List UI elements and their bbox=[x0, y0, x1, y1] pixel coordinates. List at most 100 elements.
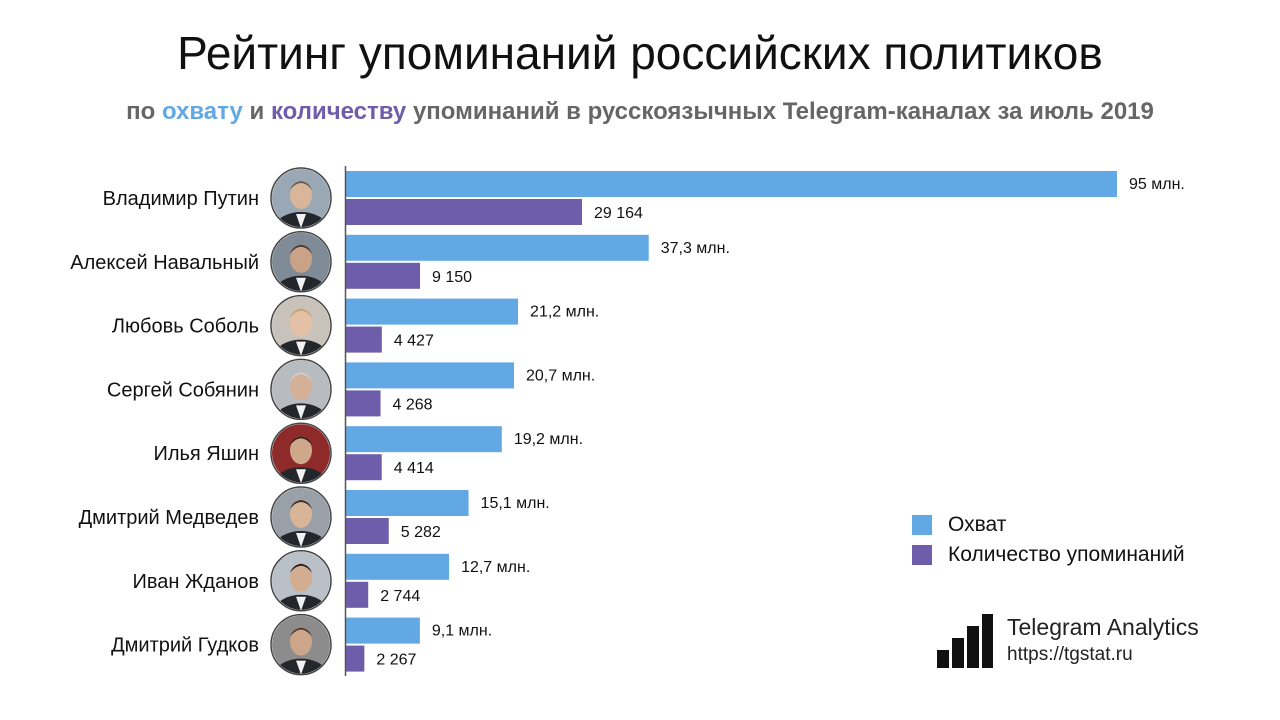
chart-subtitle: по охвату и количеству упоминаний в русс… bbox=[0, 98, 1280, 126]
politician-avatar bbox=[270, 422, 332, 484]
legend-label-count: Количество упоминаний bbox=[948, 543, 1185, 566]
politician-avatar bbox=[270, 486, 332, 548]
politician-name: Сергей Собянин bbox=[107, 379, 259, 401]
avatar-hair bbox=[290, 181, 312, 190]
reach-value-label: 9,1 млн. bbox=[432, 623, 492, 640]
value-labels: 95 млн. 29 164 37,3 млн. 9 150 21,2 млн. 4 42… bbox=[376, 176, 1185, 669]
legend-swatch-reach bbox=[912, 515, 932, 535]
politician-names: Владимир Путин Алексей Навальный Любовь Со… bbox=[70, 188, 259, 657]
mentions-bar bbox=[346, 581, 369, 608]
avatar-collar bbox=[296, 214, 306, 227]
mentions-value-label: 5 282 bbox=[401, 524, 441, 541]
bar-chart-logo-icon bbox=[937, 614, 993, 668]
chart-title: Рейтинг упоминаний российских политиков bbox=[177, 27, 1103, 79]
avatar-hair bbox=[290, 563, 312, 573]
avatar-collar bbox=[296, 341, 306, 355]
politician-avatars bbox=[270, 167, 332, 676]
reach-bar bbox=[346, 298, 519, 325]
mentions-value-label: 29 164 bbox=[594, 205, 643, 222]
avatar-photo bbox=[272, 551, 330, 610]
reach-value-label: 20,7 млн. bbox=[526, 367, 595, 384]
avatar-collar bbox=[296, 277, 306, 291]
reach-value-label: 21,2 млн. bbox=[530, 304, 599, 321]
brand-url: https://tgstat.ru bbox=[1007, 644, 1133, 665]
avatar-photo bbox=[272, 615, 330, 674]
avatar-shoulders bbox=[275, 594, 327, 610]
reach-bar bbox=[346, 490, 469, 516]
bars bbox=[346, 171, 1117, 672]
reach-bar bbox=[346, 426, 502, 453]
reach-value-label: 37,3 млн. bbox=[661, 240, 730, 257]
avatar-shoulders bbox=[275, 531, 327, 546]
avatar-face bbox=[290, 181, 312, 209]
avatar-hair bbox=[290, 500, 312, 509]
politician-name: Иван Жданов bbox=[132, 571, 259, 593]
avatar-shoulders bbox=[275, 658, 327, 674]
reach-bar bbox=[346, 234, 649, 261]
avatar-photo bbox=[272, 488, 330, 546]
avatar-collar bbox=[296, 596, 306, 610]
avatar-face bbox=[290, 563, 312, 592]
avatar-face bbox=[290, 436, 312, 465]
avatar-collar bbox=[296, 405, 306, 419]
avatar-shoulders bbox=[275, 339, 327, 355]
mentions-value-label: 2 744 bbox=[380, 588, 420, 605]
avatar-face bbox=[290, 244, 312, 273]
reach-bar bbox=[346, 171, 1117, 197]
politician-avatar bbox=[270, 613, 332, 676]
politician-avatar bbox=[270, 294, 332, 357]
mentions-bar bbox=[346, 262, 421, 289]
avatar-shoulders bbox=[275, 403, 327, 419]
avatar-face bbox=[290, 627, 312, 656]
reach-value-label: 15,1 млн. bbox=[481, 495, 550, 512]
politician-avatar bbox=[270, 231, 332, 293]
subtitle-reach-word: охвату bbox=[161, 98, 243, 125]
mentions-bar bbox=[346, 518, 389, 544]
brand-name: Telegram Analytics bbox=[1007, 614, 1199, 640]
avatar-hair bbox=[290, 372, 312, 382]
subtitle-prefix: по bbox=[126, 98, 162, 125]
avatar-photo bbox=[272, 232, 330, 291]
avatar-collar bbox=[296, 533, 306, 546]
legend-item-count: Количество упоминаний bbox=[912, 540, 1185, 570]
mentions-bar bbox=[346, 390, 381, 417]
mentions-bar bbox=[346, 199, 582, 225]
politician-name: Дмитрий Гудков bbox=[111, 635, 259, 657]
mentions-bar bbox=[346, 326, 382, 353]
avatar-photo bbox=[272, 169, 330, 227]
avatar-shoulders bbox=[275, 467, 327, 483]
politician-name: Дмитрий Медведев bbox=[79, 507, 259, 529]
subtitle-connector: и bbox=[242, 98, 271, 125]
avatar-shoulders bbox=[275, 275, 327, 291]
legend-item-reach: Охват bbox=[912, 510, 1185, 540]
avatar-hair bbox=[290, 308, 312, 318]
brand-block: Telegram Analytics https://tgstat.ru bbox=[937, 610, 1237, 670]
avatar-face bbox=[290, 372, 312, 401]
politician-name: Владимир Путин bbox=[103, 188, 259, 210]
reach-value-label: 19,2 млн. bbox=[514, 431, 583, 448]
avatar-shoulders bbox=[275, 212, 327, 227]
politician-avatar bbox=[270, 167, 332, 229]
mentions-value-label: 4 414 bbox=[394, 460, 434, 477]
reach-bar bbox=[346, 617, 420, 644]
politician-name: Любовь Соболь bbox=[112, 316, 259, 338]
politician-name: Алексей Навальный bbox=[70, 252, 259, 274]
legend-swatch-count bbox=[912, 545, 932, 565]
avatar-collar bbox=[296, 660, 306, 674]
reach-bar bbox=[346, 553, 450, 580]
subtitle-suffix: упоминаний в русскоязычных Telegram-кана… bbox=[406, 98, 1154, 125]
mentions-value-label: 9 150 bbox=[432, 269, 472, 286]
avatar-hair bbox=[290, 436, 312, 446]
reach-value-label: 95 млн. bbox=[1129, 176, 1185, 193]
reach-bar bbox=[346, 362, 514, 389]
mentions-value-label: 4 427 bbox=[394, 333, 434, 350]
avatar-photo bbox=[272, 360, 330, 419]
avatar-face bbox=[290, 308, 312, 337]
mentions-value-label: 4 268 bbox=[393, 396, 433, 413]
mentions-value-label: 2 267 bbox=[376, 652, 416, 669]
mentions-bar bbox=[346, 645, 365, 672]
politician-avatar bbox=[270, 550, 332, 612]
legend: Охват Количество упоминаний bbox=[912, 510, 1185, 570]
avatar-hair bbox=[290, 627, 312, 637]
avatar-collar bbox=[296, 469, 306, 483]
